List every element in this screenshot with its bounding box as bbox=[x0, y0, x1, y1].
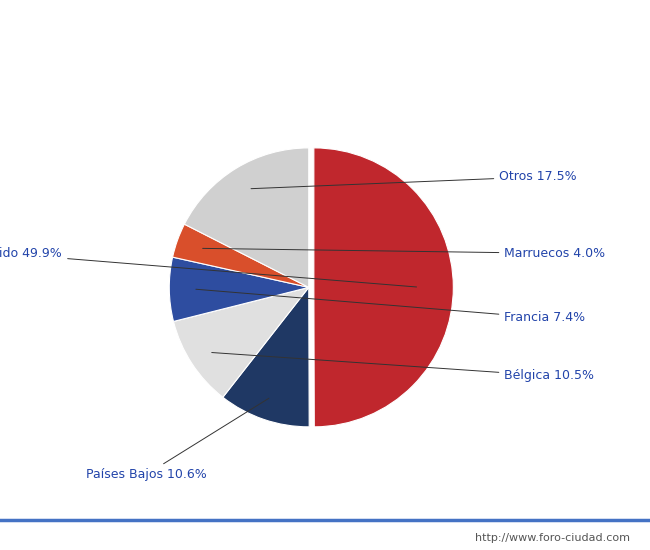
Text: Catral - Turistas extranjeros según país - Abril de 2024: Catral - Turistas extranjeros según país… bbox=[90, 21, 560, 37]
Text: Países Bajos 10.6%: Países Bajos 10.6% bbox=[86, 398, 269, 481]
Text: Marruecos 4.0%: Marruecos 4.0% bbox=[203, 247, 606, 260]
Wedge shape bbox=[223, 287, 309, 427]
Wedge shape bbox=[174, 287, 309, 397]
Text: Bélgica 10.5%: Bélgica 10.5% bbox=[212, 353, 594, 382]
Text: Francia 7.4%: Francia 7.4% bbox=[196, 289, 586, 324]
Wedge shape bbox=[185, 148, 309, 287]
Text: Reino Unido 49.9%: Reino Unido 49.9% bbox=[0, 247, 417, 287]
Text: http://www.foro-ciudad.com: http://www.foro-ciudad.com bbox=[476, 534, 630, 543]
Wedge shape bbox=[169, 257, 309, 321]
Text: Otros 17.5%: Otros 17.5% bbox=[251, 170, 577, 189]
Wedge shape bbox=[173, 224, 309, 287]
Wedge shape bbox=[314, 148, 453, 427]
